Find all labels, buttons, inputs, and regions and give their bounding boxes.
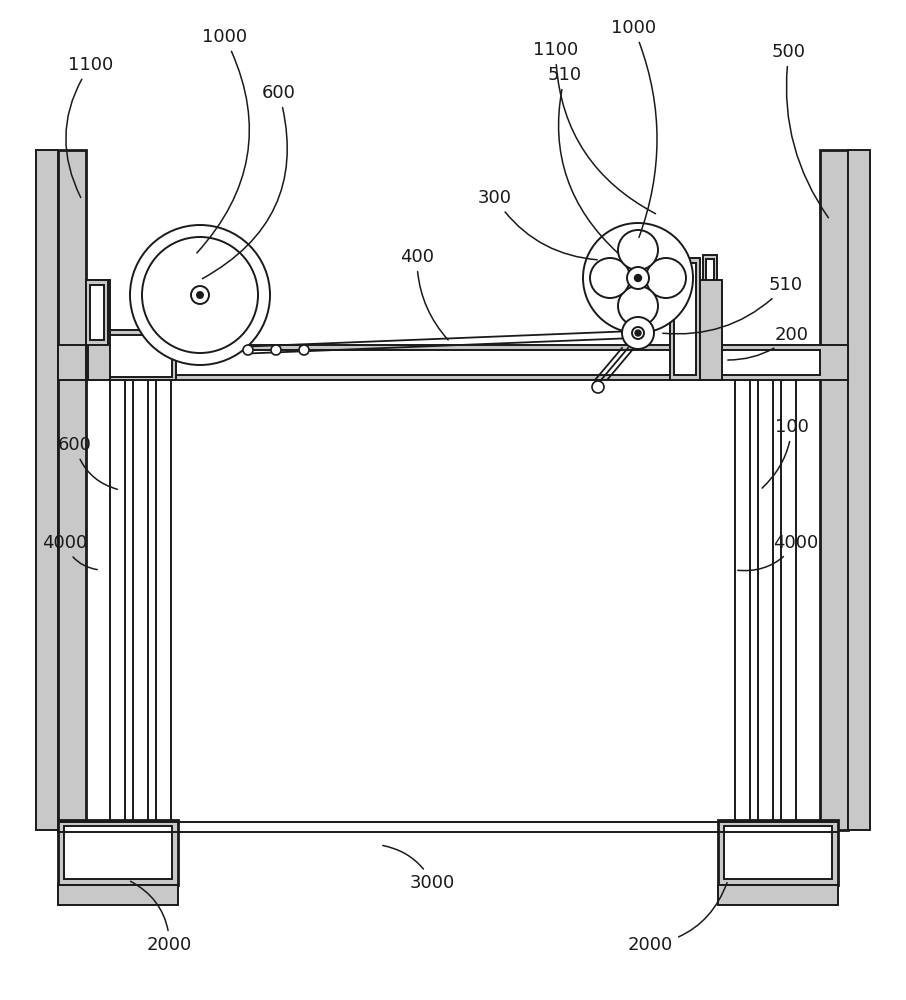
Circle shape <box>243 345 253 355</box>
Text: 100: 100 <box>762 418 809 488</box>
Bar <box>86 350 820 375</box>
Circle shape <box>592 381 604 393</box>
Text: 2000: 2000 <box>628 883 728 954</box>
Bar <box>156 380 171 832</box>
Bar <box>758 380 773 832</box>
Bar <box>700 280 722 380</box>
Circle shape <box>142 237 258 353</box>
Text: 1000: 1000 <box>197 28 249 253</box>
Circle shape <box>197 292 203 298</box>
Circle shape <box>583 223 693 333</box>
Bar <box>88 280 110 380</box>
Text: 200: 200 <box>728 326 809 360</box>
Text: 1100: 1100 <box>66 56 113 198</box>
Circle shape <box>618 230 658 270</box>
Bar <box>703 255 717 345</box>
Text: 2000: 2000 <box>130 881 192 954</box>
Bar <box>670 258 700 380</box>
Bar <box>820 150 848 830</box>
Circle shape <box>635 330 641 336</box>
Bar <box>58 885 178 905</box>
Text: 300: 300 <box>478 189 597 260</box>
Bar <box>724 826 832 879</box>
Bar <box>781 380 796 832</box>
Bar <box>735 380 750 832</box>
Text: 600: 600 <box>58 436 117 489</box>
Text: 4000: 4000 <box>42 534 97 570</box>
Text: 400: 400 <box>400 248 448 340</box>
Bar <box>36 150 58 830</box>
Bar <box>90 335 172 377</box>
Circle shape <box>191 286 209 304</box>
Text: 510: 510 <box>663 276 803 334</box>
Circle shape <box>634 274 641 282</box>
Circle shape <box>632 327 644 339</box>
Circle shape <box>299 345 309 355</box>
Text: 500: 500 <box>772 43 828 218</box>
Text: 1100: 1100 <box>533 41 656 214</box>
Bar <box>110 380 125 832</box>
Bar <box>86 280 108 345</box>
Circle shape <box>271 345 281 355</box>
Bar <box>64 826 172 879</box>
Circle shape <box>590 258 630 298</box>
Bar <box>848 150 870 830</box>
Text: 3000: 3000 <box>382 845 455 892</box>
Bar <box>718 820 838 885</box>
Bar <box>58 820 178 885</box>
Circle shape <box>130 225 270 365</box>
Circle shape <box>618 286 658 326</box>
Bar <box>718 885 838 905</box>
Text: 1000: 1000 <box>611 19 657 237</box>
Bar <box>706 259 714 341</box>
Text: 510: 510 <box>548 66 618 253</box>
Circle shape <box>646 258 686 298</box>
Circle shape <box>622 317 654 349</box>
Bar <box>674 263 696 375</box>
Circle shape <box>627 267 649 289</box>
Bar <box>58 150 86 830</box>
Text: 4000: 4000 <box>737 534 818 571</box>
Bar <box>58 345 848 380</box>
Bar <box>86 330 176 380</box>
Bar <box>133 380 148 832</box>
Text: 600: 600 <box>202 84 296 279</box>
Bar <box>90 285 104 340</box>
